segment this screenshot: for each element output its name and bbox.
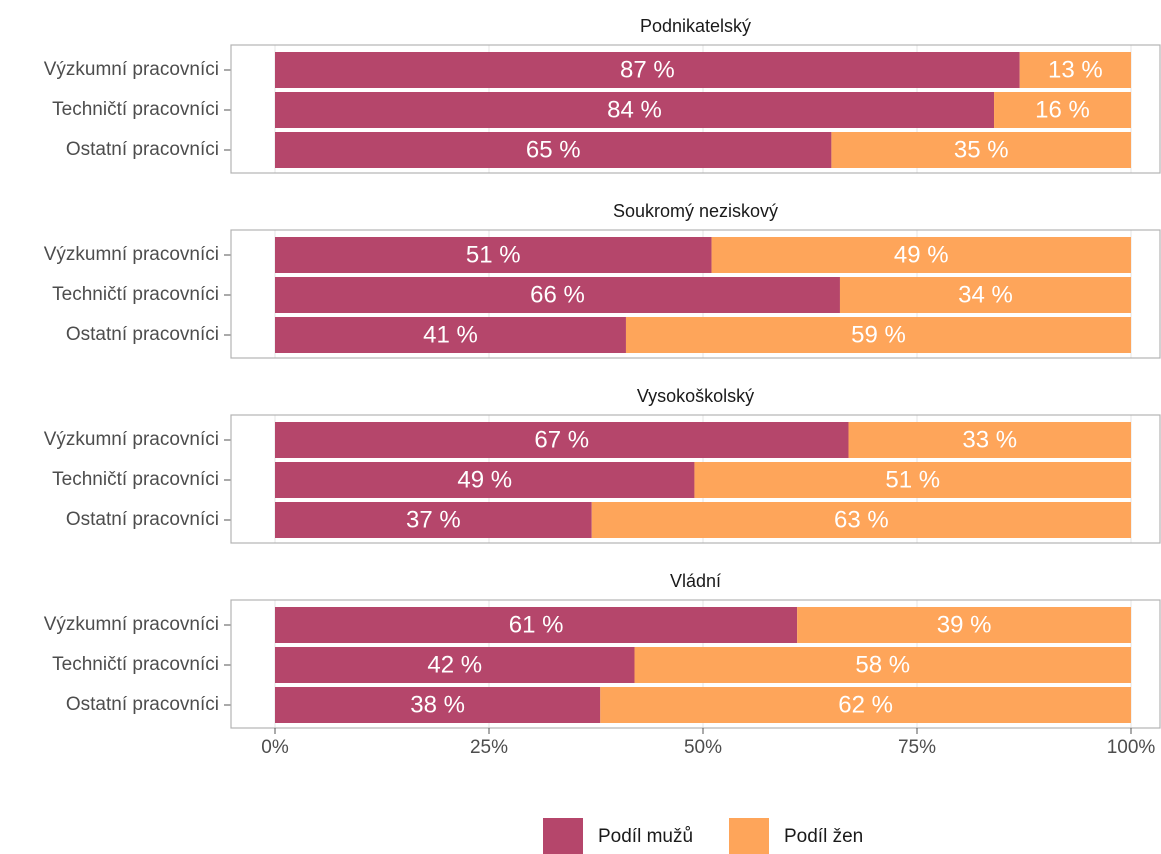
x-tick-label: 100% (1107, 737, 1156, 758)
value-label: 13 % (1048, 56, 1103, 83)
legend-label: Podíl mužů (598, 826, 693, 847)
bar-segment (839, 277, 1131, 313)
y-tick-label: Ostatní pracovníci (66, 509, 219, 530)
bar-segment (275, 132, 832, 168)
value-label: 67 % (534, 426, 589, 453)
y-tick-label: Techničtí pracovníci (52, 284, 219, 305)
bar-segment (711, 237, 1131, 273)
panel-border (230, 44, 1161, 174)
value-label: 51 % (466, 241, 521, 268)
panel-border (230, 599, 1161, 729)
x-tick-label: 75% (898, 737, 936, 758)
panel-title: Soukromý neziskový (613, 201, 778, 221)
value-label: 42 % (427, 651, 482, 678)
bar-segment (600, 687, 1131, 723)
bar-segment (591, 502, 1131, 538)
bar-segment (275, 237, 712, 273)
y-tick-label: Výzkumní pracovníci (44, 614, 219, 635)
y-tick-label: Techničtí pracovníci (52, 469, 219, 490)
value-label: 41 % (423, 321, 478, 348)
panel-title: Vysokoškolský (637, 386, 754, 406)
y-tick-label: Techničtí pracovníci (52, 99, 219, 120)
bar-segment (1019, 52, 1131, 88)
legend-label: Podíl žen (784, 826, 863, 847)
value-label: 39 % (937, 611, 992, 638)
value-label: 62 % (838, 691, 893, 718)
value-label: 16 % (1035, 96, 1090, 123)
panel-title: Podnikatelský (640, 16, 751, 36)
y-tick-label: Výzkumní pracovníci (44, 244, 219, 265)
bar-segment (994, 92, 1131, 128)
panel-border (230, 414, 1161, 544)
value-label: 84 % (607, 96, 662, 123)
bar-segment (275, 462, 695, 498)
panel-title: Vládní (670, 571, 721, 591)
bar-segment (634, 647, 1131, 683)
legend-swatch (543, 818, 583, 854)
bar-segment (275, 52, 1020, 88)
bar-segment (797, 607, 1131, 643)
bar-segment (275, 422, 849, 458)
bar-segment (275, 502, 592, 538)
y-tick-label: Ostatní pracovníci (66, 139, 219, 160)
value-label: 87 % (620, 56, 675, 83)
value-label: 58 % (855, 651, 910, 678)
x-tick-label: 0% (261, 737, 289, 758)
bar-segment (831, 132, 1131, 168)
y-tick-label: Výzkumní pracovníci (44, 429, 219, 450)
value-label: 61 % (509, 611, 564, 638)
x-tick-label: 50% (684, 737, 722, 758)
bar-segment (625, 317, 1131, 353)
x-tick-label: 25% (470, 737, 508, 758)
bar-segment (275, 647, 635, 683)
bar-segment (275, 607, 798, 643)
value-label: 59 % (851, 321, 906, 348)
bar-segment (275, 277, 840, 313)
value-label: 49 % (457, 466, 512, 493)
bar-segment (848, 422, 1131, 458)
bar-segment (275, 687, 601, 723)
value-label: 34 % (958, 281, 1013, 308)
bar-segment (275, 317, 626, 353)
value-label: 66 % (530, 281, 585, 308)
value-label: 51 % (885, 466, 940, 493)
value-label: 49 % (894, 241, 949, 268)
bar-segment (694, 462, 1131, 498)
value-label: 33 % (962, 426, 1017, 453)
legend-swatch (729, 818, 769, 854)
value-label: 63 % (834, 506, 889, 533)
panel-border (230, 229, 1161, 359)
value-label: 37 % (406, 506, 461, 533)
y-tick-label: Výzkumní pracovníci (44, 59, 219, 80)
y-tick-label: Ostatní pracovníci (66, 324, 219, 345)
bar-segment (275, 92, 995, 128)
value-label: 35 % (954, 136, 1009, 163)
y-tick-label: Techničtí pracovníci (52, 654, 219, 675)
value-label: 38 % (410, 691, 465, 718)
y-tick-label: Ostatní pracovníci (66, 694, 219, 715)
value-label: 65 % (526, 136, 581, 163)
